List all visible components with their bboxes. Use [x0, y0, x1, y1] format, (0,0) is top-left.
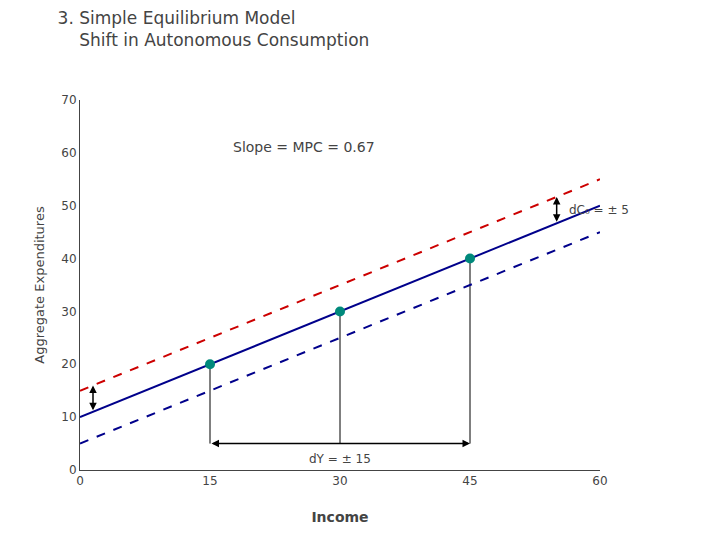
- svg-text:3. Simple Equilibrium Model: 3. Simple Equilibrium Model Shift in Aut…: [58, 8, 370, 50]
- svg-text:30: 30: [332, 474, 347, 488]
- svg-text:0: 0: [76, 474, 84, 488]
- svg-text:60: 60: [592, 474, 607, 488]
- svg-text:30: 30: [61, 305, 76, 319]
- svg-text:15: 15: [202, 474, 217, 488]
- svg-text:70: 70: [61, 93, 76, 107]
- svg-text:20: 20: [61, 357, 76, 371]
- svg-text:10: 10: [61, 410, 76, 424]
- svg-text:Slope = MPC = 0.67: Slope = MPC = 0.67: [233, 139, 375, 155]
- svg-text:Aggregate Expenditures: Aggregate Expenditures: [32, 206, 47, 364]
- svg-text:45: 45: [462, 474, 477, 488]
- svg-text:dY = ± 15: dY = ± 15: [309, 452, 371, 466]
- svg-text:0: 0: [69, 463, 77, 477]
- svg-text:60: 60: [61, 146, 76, 160]
- svg-text:50: 50: [61, 199, 76, 213]
- svg-text:dC₀ = ± 5: dC₀ = ± 5: [569, 203, 629, 217]
- svg-text:Income: Income: [311, 509, 368, 525]
- svg-text:40: 40: [61, 252, 76, 266]
